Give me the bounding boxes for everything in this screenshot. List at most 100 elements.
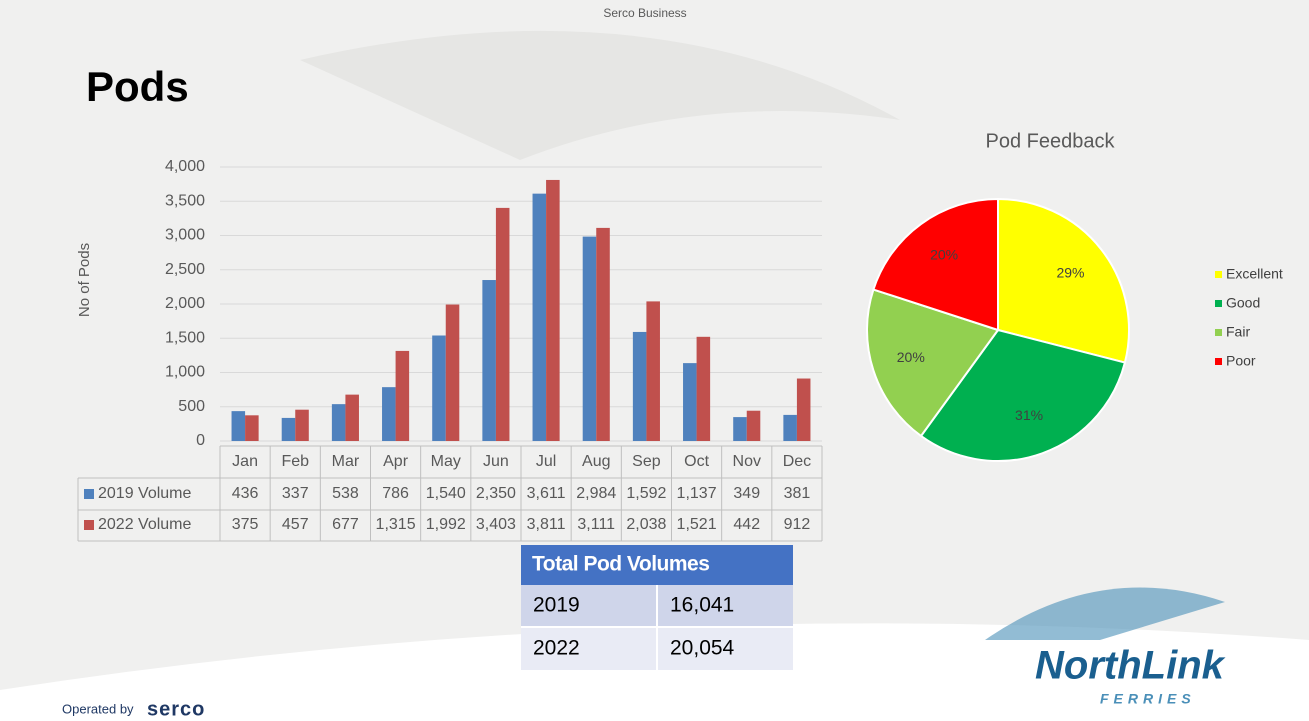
slide-title: Pods	[86, 63, 189, 110]
bar	[482, 280, 496, 441]
bar	[332, 404, 346, 441]
data-table-value: 786	[382, 485, 409, 502]
data-table-value: 436	[232, 485, 259, 502]
table-header: Total Pod Volumes	[532, 553, 709, 576]
x-tick-label: Dec	[783, 453, 811, 470]
data-table-value: 1,521	[677, 516, 717, 533]
brand-sub: FERRIES	[1100, 691, 1196, 707]
table-cell: 2022	[533, 637, 580, 660]
bar	[733, 417, 747, 441]
data-table-value: 349	[733, 485, 760, 502]
data-table-value: 3,611	[527, 485, 566, 502]
x-tick-label: Oct	[684, 453, 709, 470]
bar	[382, 387, 396, 441]
data-table-value: 1,540	[426, 485, 466, 502]
slide: Serco Business Pods Total Pod Volumes 20…	[0, 0, 1309, 721]
data-table-value: 381	[784, 485, 811, 502]
data-table-value: 1,315	[376, 516, 416, 533]
data-table-value: 1,137	[677, 485, 717, 502]
bar	[783, 415, 797, 441]
table-cell: 16,041	[670, 594, 734, 617]
brand-logo: NorthLink	[1035, 644, 1226, 688]
bar	[446, 305, 460, 441]
legend-label: Fair	[1226, 324, 1250, 340]
operator-logo: serco	[147, 698, 205, 720]
x-tick-label: Apr	[383, 453, 409, 470]
x-tick-label: Jun	[483, 453, 509, 470]
y-axis-title: No of Pods	[76, 243, 93, 317]
y-tick-label: 1,000	[165, 364, 205, 381]
bar	[697, 337, 711, 441]
y-tick-label: 2,500	[165, 261, 205, 278]
x-tick-label: Mar	[332, 453, 360, 470]
bar	[633, 332, 647, 441]
data-table-value: 912	[784, 516, 811, 533]
bar	[432, 336, 446, 441]
data-table-value: 337	[282, 485, 309, 502]
legend-swatch	[1215, 271, 1222, 278]
data-label: 29%	[1056, 264, 1084, 280]
bar	[596, 228, 610, 441]
bar	[345, 395, 359, 441]
legend-swatch	[1215, 358, 1222, 365]
bar	[396, 351, 410, 441]
data-table-value: 457	[282, 516, 309, 533]
bar	[646, 301, 660, 441]
legend-swatch	[84, 489, 94, 499]
y-tick-label: 3,000	[165, 227, 205, 244]
bar	[232, 411, 246, 441]
y-tick-label: 4,000	[165, 158, 205, 175]
bar	[683, 363, 697, 441]
x-tick-label: Feb	[281, 453, 309, 470]
data-table-value: 1,592	[626, 485, 666, 502]
data-table-value: 677	[332, 516, 359, 533]
legend-swatch	[1215, 300, 1222, 307]
y-tick-label: 2,000	[165, 295, 205, 312]
data-table-value: 2,038	[626, 516, 666, 533]
data-table-value: 538	[332, 485, 359, 502]
legend-label: Excellent	[1226, 266, 1283, 282]
data-label: 31%	[1015, 407, 1043, 423]
table-cell: 2019	[533, 594, 580, 617]
header-label: Serco Business	[603, 6, 686, 20]
data-table-value: 442	[733, 516, 760, 533]
bar	[797, 379, 811, 441]
bar	[295, 410, 309, 441]
y-tick-label: 1,500	[165, 329, 205, 346]
x-tick-label: Jul	[536, 453, 556, 470]
data-table-value: 1,992	[426, 516, 466, 533]
bar	[546, 180, 560, 441]
legend-swatch	[84, 520, 94, 530]
chart-title: Pod Feedback	[986, 130, 1116, 152]
data-table-value: 3,811	[527, 516, 566, 533]
legend-label: Poor	[1226, 353, 1256, 369]
legend-label: 2022 Volume	[98, 516, 192, 533]
data-table-value: 2,984	[576, 485, 616, 502]
data-label: 20%	[897, 349, 925, 365]
bar	[282, 418, 296, 441]
y-tick-label: 0	[196, 432, 205, 449]
legend-swatch	[1215, 329, 1222, 336]
x-tick-label: May	[431, 453, 461, 470]
total-table: Total Pod Volumes 2019 16,041 2022 20,05…	[521, 545, 793, 670]
data-table-value: 3,111	[577, 516, 615, 533]
data-table-value: 3,403	[476, 516, 516, 533]
x-tick-label: Jan	[232, 453, 258, 470]
bar	[496, 208, 510, 441]
x-tick-label: Aug	[582, 453, 610, 470]
data-table-value: 375	[232, 516, 259, 533]
x-tick-label: Sep	[632, 453, 661, 470]
table-cell: 20,054	[670, 637, 735, 660]
bar	[533, 194, 547, 441]
data-label: 20%	[930, 247, 958, 263]
legend-label: 2019 Volume	[98, 485, 192, 502]
y-tick-label: 500	[178, 398, 205, 415]
x-tick-label: Nov	[733, 453, 761, 470]
data-table-value: 2,350	[476, 485, 516, 502]
legend-label: Good	[1226, 295, 1260, 311]
operated-by: Operated by	[62, 701, 134, 716]
bar	[245, 415, 259, 441]
y-tick-label: 3,500	[165, 192, 205, 209]
bar	[583, 237, 597, 441]
bar	[747, 411, 761, 441]
